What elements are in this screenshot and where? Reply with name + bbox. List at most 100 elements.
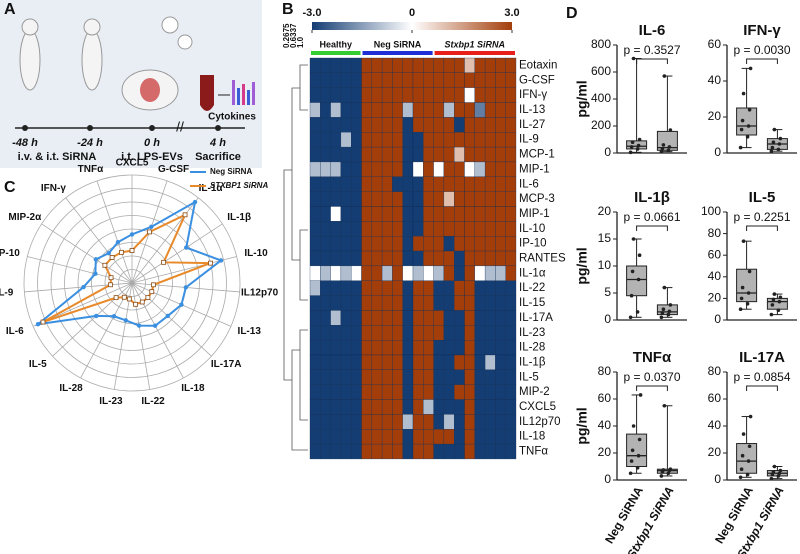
heatmap-cell (381, 161, 393, 177)
box (736, 268, 758, 303)
heatmap-cell (495, 280, 506, 296)
row-label: MIP-1 (519, 208, 550, 220)
heatmap-cell (351, 250, 362, 267)
heatmap-cell (505, 443, 517, 460)
data-point (631, 237, 636, 241)
row-label: IL-17A (519, 312, 553, 324)
axis-label: G-CSF (158, 164, 189, 175)
heatmap-cell (433, 443, 445, 460)
heatmap-cell (443, 236, 455, 252)
heatmap-cell (320, 161, 331, 177)
heatmap-cell (381, 384, 393, 400)
axis-label: IL-1α (199, 183, 224, 194)
box (766, 297, 788, 310)
heatmap-cell (330, 236, 342, 252)
heatmap-cell (433, 117, 445, 133)
heatmap-cell (484, 443, 496, 460)
data-point (747, 444, 752, 449)
heatmap-cell (392, 339, 403, 356)
heatmap-cell (505, 161, 517, 177)
marker (136, 323, 142, 328)
heatmap-cell (351, 384, 362, 400)
heatmap-cell (464, 429, 475, 445)
data-point (630, 448, 635, 453)
mouse-icon (81, 29, 103, 91)
heatmap-cell (402, 176, 414, 192)
heatmap-cell (474, 429, 486, 445)
row-label: IL-18 (519, 431, 545, 443)
axis-label: CXCL5 (116, 158, 149, 169)
heatmap-cell (320, 221, 331, 237)
heatmap-cell (464, 443, 475, 460)
heatmap-cell (340, 102, 352, 118)
axis-label: IL-1β (227, 212, 251, 223)
dendrogram-scale-label: 1.0 (296, 36, 305, 48)
heatmap-cell (402, 102, 414, 118)
panel-title: IFN-γ (743, 22, 781, 39)
timeline-dot (87, 125, 93, 131)
row-label: IL-10 (519, 223, 545, 235)
heatmap-cell (433, 191, 445, 207)
heatmap-cell (412, 339, 424, 356)
heatmap-cell (464, 102, 475, 118)
row-label: RANTES (519, 253, 566, 265)
heatmap-cell (392, 146, 403, 163)
axis-label: IL-23 (99, 396, 123, 407)
heatmap-cell (381, 146, 393, 163)
heatmap-cell (495, 191, 506, 207)
heatmap-cell (392, 132, 403, 148)
heatmap-cell (361, 117, 372, 133)
panel-title: IL-5 (749, 189, 776, 206)
heatmap-cell (423, 384, 434, 400)
heatmap-cell (351, 325, 362, 341)
heatmap-cell (371, 354, 383, 371)
heatmap-cell (309, 295, 321, 311)
heatmap-cell (361, 384, 372, 400)
heatmap-cell (433, 429, 445, 445)
heatmap-cell (309, 206, 321, 222)
heatmap-cell (412, 384, 424, 400)
heatmap-cell (423, 102, 434, 118)
legend-label: Neg SiRNA (210, 167, 252, 176)
heatmap-cell (443, 443, 455, 460)
heatmap-cell (474, 265, 486, 281)
heatmap-cell (330, 325, 342, 341)
data-point (746, 459, 751, 463)
heatmap-cell (330, 399, 342, 415)
data-point (748, 66, 753, 71)
heatmap-cell (495, 72, 506, 88)
data-point (635, 147, 640, 151)
heatmap-cell (392, 280, 403, 296)
axis-label: IL-17A (211, 359, 242, 370)
heatmap-cell (474, 176, 486, 192)
y-tick-label: 0 (604, 312, 611, 326)
heatmap-cell (371, 146, 383, 163)
heatmap-cell (309, 191, 321, 207)
heatmap-cell (433, 146, 445, 163)
heatmap-cell (402, 399, 414, 415)
heatmap-cell (423, 250, 434, 267)
panel-letter: A (4, 1, 16, 18)
heatmap-cell (474, 72, 486, 88)
heatmap-cell (320, 87, 331, 103)
heatmap-cell (402, 72, 414, 88)
heatmap-cell (484, 339, 496, 356)
heatmap-cell (412, 191, 424, 207)
data-point (637, 437, 642, 442)
heatmap-cell (361, 250, 372, 267)
marker (102, 262, 108, 268)
heatmap-cell (351, 429, 362, 445)
heatmap-cell (361, 443, 372, 460)
row-label: MCP-3 (519, 193, 555, 205)
heatmap-cell (484, 221, 496, 237)
marker (151, 282, 156, 288)
heatmap-cell (402, 429, 414, 445)
box (626, 265, 648, 297)
heatmap-cell (340, 221, 352, 237)
heatmap-cell (381, 429, 393, 445)
row-label: IL-13 (519, 104, 545, 116)
data-point (778, 295, 783, 300)
heatmap-cell (484, 236, 496, 252)
heatmap-cell (402, 132, 414, 148)
marker (161, 259, 167, 265)
